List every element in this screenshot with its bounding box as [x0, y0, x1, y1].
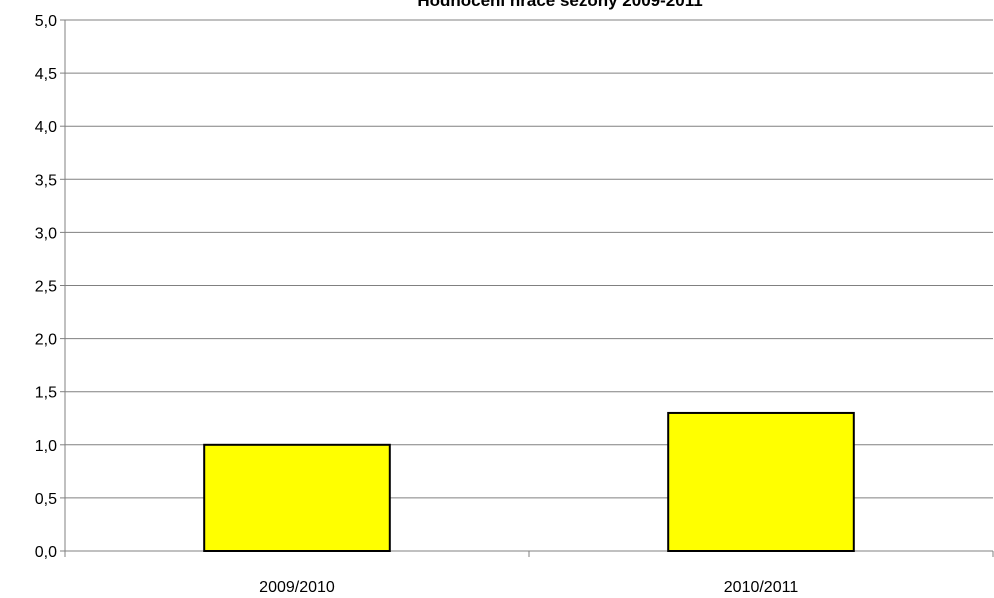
y-tick-label: 3,5 [35, 172, 57, 189]
y-tick-label: 5,0 [35, 13, 57, 30]
y-tick-label: 3,0 [35, 225, 57, 242]
x-tick-label: 2009/2010 [259, 579, 335, 596]
y-tick-label: 2,0 [35, 332, 57, 349]
bar [667, 411, 855, 552]
y-tick-label: 1,0 [35, 438, 57, 455]
y-tick-label: 1,5 [35, 385, 57, 402]
x-tick-label: 2010/2011 [724, 579, 799, 596]
y-tick-label: 4,0 [35, 119, 57, 136]
y-tick-label: 0,0 [35, 544, 57, 561]
bar [203, 443, 391, 552]
chart-title: Hodnocení hráče sezóny 2009-2011 [417, 0, 702, 10]
y-tick-label: 4,5 [35, 66, 57, 83]
y-tick-label: 2,5 [35, 279, 57, 296]
y-tick-label: 0,5 [35, 491, 57, 508]
